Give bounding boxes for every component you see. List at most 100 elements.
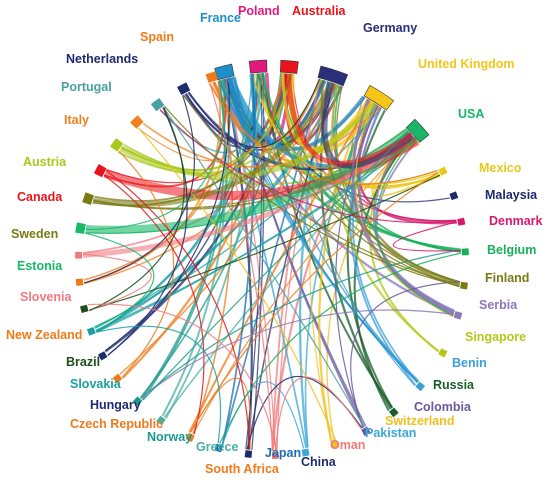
arc-finland (460, 281, 468, 290)
ribbon (352, 98, 455, 313)
arc-serbia (453, 311, 463, 320)
ribbon (118, 150, 175, 378)
arc-denmark (457, 217, 466, 226)
label-greece: Greece (196, 440, 238, 454)
arc-netherlands (177, 82, 191, 96)
label-switzerland: Switzerland (385, 414, 454, 428)
arc-united-kingdom (363, 84, 394, 111)
ribbon (225, 78, 276, 452)
arc-austria (109, 138, 124, 152)
arc-switzerland (330, 440, 340, 450)
arc-oman (272, 451, 279, 459)
label-malaysia: Malaysia (485, 188, 538, 202)
arc-new-zealand (75, 278, 84, 287)
ribbon (94, 73, 293, 202)
arc-canada (93, 164, 107, 178)
ribbon (85, 140, 418, 234)
ribbon (226, 78, 418, 384)
label-colombia: Colombia (414, 400, 472, 414)
label-china: China (301, 455, 337, 469)
label-estonia: Estonia (17, 259, 63, 273)
arc-singapore (438, 348, 448, 358)
ribbon (258, 73, 460, 288)
arc-south-africa (185, 432, 195, 442)
ribbon (89, 174, 441, 311)
label-denmark: Denmark (489, 214, 543, 228)
ribbon (346, 109, 394, 409)
label-oman: Oman (330, 438, 365, 452)
arc-colombia (361, 426, 371, 436)
ribbon (164, 106, 460, 287)
ribbon (330, 84, 440, 353)
label-singapore: Singapore (465, 330, 526, 344)
ribbon (140, 309, 454, 399)
ribbon (335, 105, 379, 428)
label-france: France (200, 11, 241, 25)
arc-italy (130, 115, 144, 129)
ribbon (182, 94, 460, 286)
label-portugal: Portugal (61, 80, 112, 94)
ribbon (189, 171, 439, 433)
label-netherlands: Netherlands (66, 52, 138, 66)
label-japan: Japan (265, 446, 301, 460)
arc-china (244, 450, 253, 458)
ribbon-layer (82, 72, 461, 452)
label-spain: Spain (140, 30, 174, 44)
ribbon (221, 73, 256, 445)
ribbon (221, 79, 323, 445)
ribbon (94, 107, 382, 328)
ribbon (192, 136, 415, 435)
label-slovakia: Slovakia (70, 377, 122, 391)
label-australia: Australia (292, 4, 347, 18)
arc-usa (405, 118, 430, 143)
arc-estonia (75, 222, 86, 234)
label-poland: Poland (238, 4, 280, 18)
label-belgium: Belgium (487, 243, 536, 257)
label-sweden: Sweden (11, 227, 58, 241)
label-new-zealand: New Zealand (6, 328, 82, 342)
arc-germany (317, 65, 349, 87)
label-austria: Austria (23, 155, 67, 169)
label-finland: Finland (485, 271, 529, 285)
arc-mexico (438, 166, 448, 176)
ribbon (87, 303, 278, 452)
arc-hungary (98, 351, 108, 361)
ribbon (138, 127, 337, 441)
ribbon (163, 106, 365, 428)
label-russia: Russia (433, 378, 475, 392)
label-usa: USA (458, 107, 484, 121)
ribbon (252, 73, 419, 383)
ribbon (392, 221, 461, 252)
ribbon (271, 79, 321, 452)
ribbon (188, 100, 372, 433)
label-pakistan: Pakistan (365, 426, 416, 440)
arc-layer (75, 59, 469, 459)
arc-greece (156, 415, 166, 426)
arc-slovenia (75, 251, 83, 259)
label-czech-republic: Czech Republic (70, 417, 163, 431)
ribbon (274, 376, 362, 452)
ribbon (140, 249, 461, 399)
arc-malaysia (449, 191, 459, 201)
arc-australia (279, 59, 299, 74)
arc-spain (205, 71, 219, 83)
label-norway: Norway (147, 430, 192, 444)
ribbon (140, 80, 226, 400)
label-italy: Italy (64, 113, 89, 127)
label-mexico: Mexico (479, 161, 522, 175)
ribbon (83, 253, 152, 311)
ribbon (251, 73, 265, 450)
ribbon (85, 79, 225, 231)
ribbon (309, 81, 333, 442)
ribbon (142, 130, 410, 401)
ribbon (83, 83, 337, 254)
ribbon (245, 73, 263, 450)
arc-benin (415, 381, 426, 392)
label-south-africa: South Africa (205, 462, 280, 476)
label-hungary: Hungary (90, 398, 141, 412)
label-germany: Germany (363, 21, 417, 35)
ribbon (221, 79, 307, 449)
ribbon (374, 137, 454, 316)
